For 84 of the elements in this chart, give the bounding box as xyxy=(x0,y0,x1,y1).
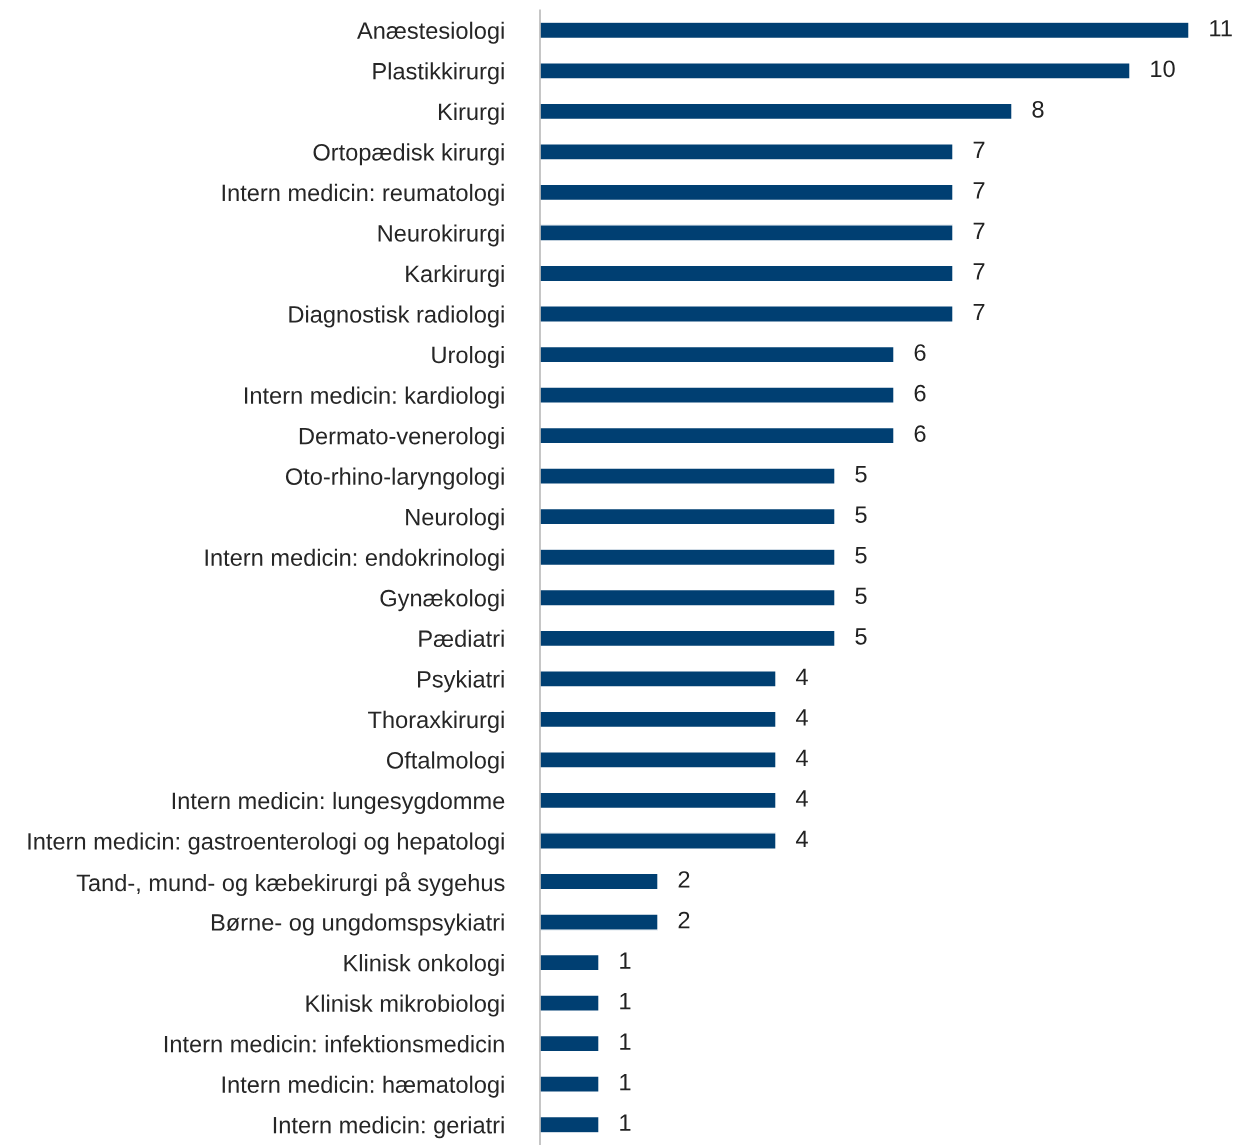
y-tick-label: Dermato-venerologi xyxy=(299,427,504,450)
data-label: 1 xyxy=(620,992,631,1010)
y-tick-label: Thoraxkirurgi xyxy=(368,710,504,733)
bar xyxy=(540,426,895,445)
data-label: 1 xyxy=(620,952,631,969)
y-tick-label: Tand-, mund- og kæbekirurgi på sygehus xyxy=(76,872,505,896)
y-tick-label: Intern medicin: lungesygdomme xyxy=(172,791,505,814)
bar xyxy=(540,102,1013,121)
data-label: 6 xyxy=(914,344,926,361)
data-label: 10 xyxy=(1151,60,1175,78)
y-tick-label: Psykiatri xyxy=(418,670,504,693)
y-tick-label: Neurokirurgi xyxy=(378,224,504,247)
bar xyxy=(540,588,836,607)
y-tick-label: Oto-rhino-laryngologi xyxy=(285,467,504,490)
bar xyxy=(540,305,954,323)
bar xyxy=(540,832,777,850)
bar xyxy=(540,507,836,526)
bar xyxy=(540,21,1190,40)
y-tick-label: Karkirurgi xyxy=(406,264,504,287)
data-label: 4 xyxy=(795,749,808,767)
y-tick-label: Intern medicin: endokrinologi xyxy=(205,548,504,571)
data-label: 2 xyxy=(678,871,690,888)
y-tick-label: Klinisk mikrobiologi xyxy=(306,994,504,1017)
bar xyxy=(540,710,777,729)
bar xyxy=(540,913,659,931)
bar xyxy=(540,224,954,242)
bar xyxy=(540,629,836,648)
bar xyxy=(540,345,895,364)
y-tick-label: Intern medicin: infektionsmedicin xyxy=(164,1035,504,1053)
bar xyxy=(540,670,777,688)
bar xyxy=(540,791,777,810)
data-label: 1 xyxy=(620,1074,631,1091)
bar xyxy=(540,1034,600,1053)
bar xyxy=(540,386,895,404)
y-tick-label: Plastikkirurgi xyxy=(373,62,504,85)
y-tick-label: Intern medicin: geriatri xyxy=(273,1116,504,1139)
bar xyxy=(540,751,777,769)
data-label: 7 xyxy=(973,263,985,280)
data-label: 1 xyxy=(620,1114,631,1131)
data-label: 5 xyxy=(855,506,867,524)
y-tick-label: Intern medicin: reumatologi xyxy=(222,183,504,206)
data-label: 2 xyxy=(678,911,690,929)
y-tick-label: Oftalmologi xyxy=(386,751,504,774)
y-tick-label: Urologi xyxy=(432,346,504,369)
bar xyxy=(540,994,600,1012)
y-tick-label: Børne- og ungdomspsykiatri xyxy=(211,913,504,936)
data-label: 5 xyxy=(855,547,867,564)
data-label: 7 xyxy=(973,141,985,158)
y-tick-label: Kirurgi xyxy=(438,102,504,125)
data-label: 5 xyxy=(855,587,867,605)
bar xyxy=(540,1075,600,1093)
data-label: 6 xyxy=(914,384,926,402)
y-tick-label: Intern medicin: kardiologi xyxy=(245,386,504,409)
y-tick-label: Klinisk onkologi xyxy=(344,954,504,977)
data-label: 1 xyxy=(620,1033,631,1050)
bar xyxy=(540,467,836,485)
data-label: 4 xyxy=(795,830,808,848)
y-tick-label: Gynækologi xyxy=(380,589,504,612)
y-tick-label: Diagnostisk radiologi xyxy=(289,305,504,328)
data-label: 7 xyxy=(973,303,985,321)
bar xyxy=(540,872,659,891)
data-label: 8 xyxy=(1032,100,1044,118)
data-label: 7 xyxy=(973,182,985,199)
y-tick-label: Pædiatri xyxy=(419,629,504,648)
bar xyxy=(540,264,954,283)
data-label: 4 xyxy=(795,709,808,726)
data-label: 4 xyxy=(795,790,808,807)
bar xyxy=(540,953,600,972)
bar xyxy=(540,62,1131,80)
data-label: 6 xyxy=(914,425,926,442)
y-tick-label: Intern medicin: gastroenterologi og hepatologi xyxy=(28,832,504,855)
y-tick-label: Ortopædisk kirurgi xyxy=(313,143,504,166)
bar xyxy=(540,548,836,567)
bar xyxy=(540,1115,600,1134)
bar xyxy=(540,183,954,202)
data-label: 11 xyxy=(1210,20,1232,37)
y-tick-label: Intern medicin: hæmatologi xyxy=(222,1075,504,1098)
y-tick-label: Anæstesiologi xyxy=(357,21,504,44)
data-label: 5 xyxy=(855,628,867,645)
y-tick-label: Neurologi xyxy=(406,508,504,531)
data-label: 7 xyxy=(973,222,985,240)
data-label: 5 xyxy=(855,466,867,483)
data-label: 4 xyxy=(795,668,808,685)
bar xyxy=(540,143,954,161)
